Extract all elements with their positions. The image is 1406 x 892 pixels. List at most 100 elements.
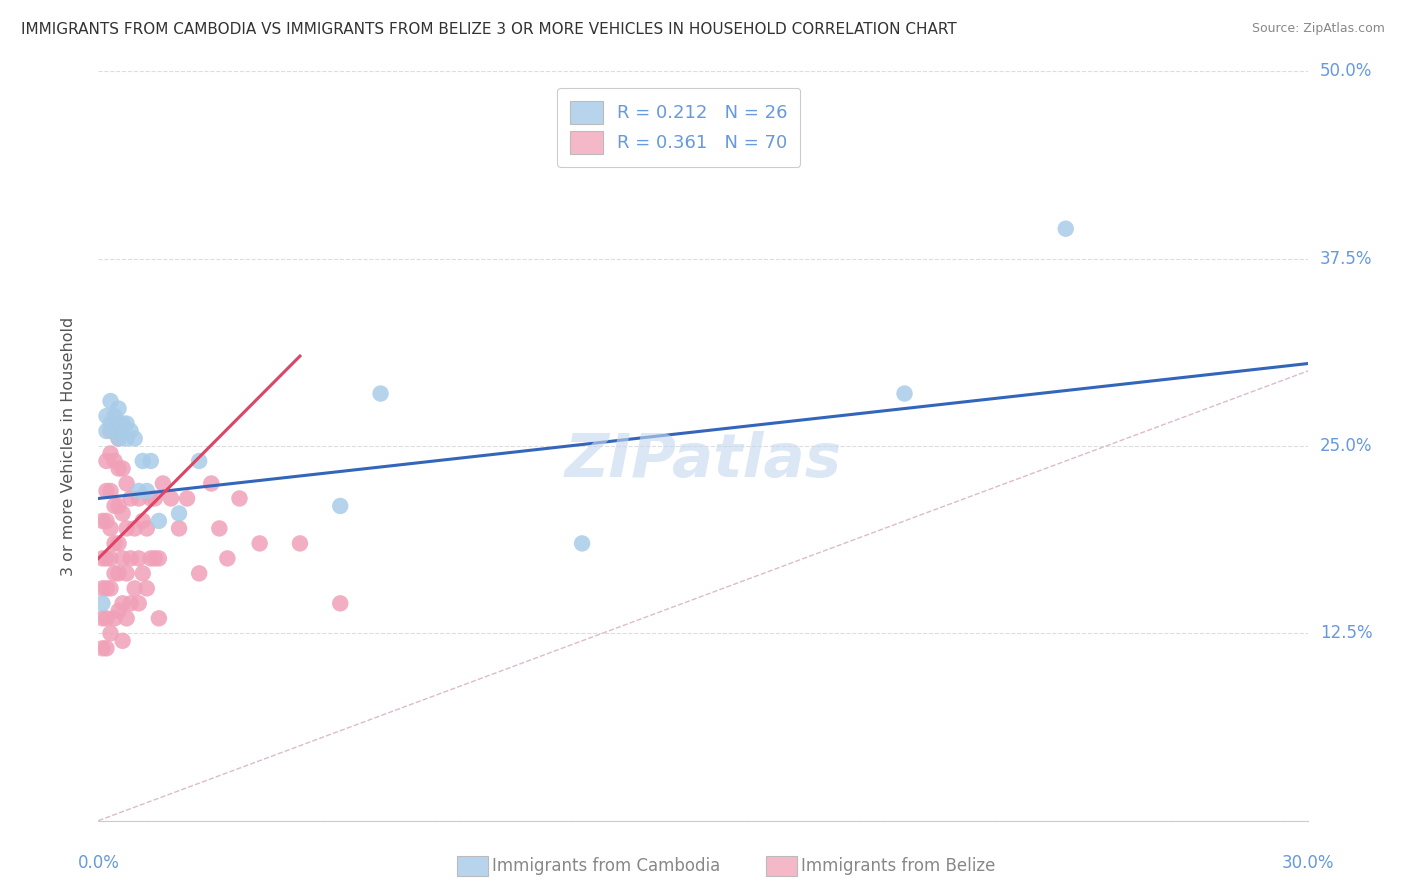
Point: [120, 596, 142, 610]
Text: 0.0%: 0.0%: [77, 854, 120, 871]
Point: [100, 551, 122, 566]
Point: [115, 611, 138, 625]
Point: [103, 566, 125, 581]
Text: Immigrants from Belize: Immigrants from Belize: [801, 857, 995, 875]
Point: [139, 491, 162, 506]
Point: [188, 454, 211, 468]
Point: [107, 401, 129, 416]
Point: [96, 582, 118, 596]
Point: [132, 566, 155, 581]
Point: [111, 417, 134, 431]
Point: [103, 536, 125, 550]
Point: [120, 491, 142, 506]
Text: IMMIGRANTS FROM CAMBODIA VS IMMIGRANTS FROM BELIZE 3 OR MORE VEHICLES IN HOUSEHO: IMMIGRANTS FROM CAMBODIA VS IMMIGRANTS F…: [21, 22, 957, 37]
Point: [91, 582, 114, 596]
Text: 37.5%: 37.5%: [1320, 250, 1372, 268]
Point: [96, 409, 118, 423]
Point: [124, 582, 146, 596]
Text: 25.0%: 25.0%: [1320, 437, 1372, 455]
Text: 30.0%: 30.0%: [1281, 854, 1334, 871]
Point: [124, 432, 146, 446]
Point: [111, 551, 134, 566]
Text: 50.0%: 50.0%: [1320, 62, 1372, 80]
Point: [103, 409, 125, 423]
Point: [120, 551, 142, 566]
Point: [115, 476, 138, 491]
Point: [91, 596, 114, 610]
Point: [115, 566, 138, 581]
Text: 12.5%: 12.5%: [1320, 624, 1372, 642]
Point: [96, 483, 118, 498]
Point: [107, 499, 129, 513]
Point: [100, 626, 122, 640]
Point: [107, 461, 129, 475]
Point: [228, 491, 250, 506]
Point: [370, 386, 392, 401]
Point: [132, 514, 155, 528]
Point: [96, 424, 118, 438]
Point: [139, 551, 162, 566]
Point: [143, 551, 166, 566]
Text: 3 or more Vehicles in Household: 3 or more Vehicles in Household: [60, 317, 76, 575]
Point: [103, 499, 125, 513]
Point: [128, 483, 150, 498]
Point: [115, 432, 138, 446]
Point: [124, 521, 146, 535]
Point: [103, 611, 125, 625]
Point: [160, 491, 183, 506]
Point: [96, 454, 118, 468]
Point: [893, 386, 915, 401]
Point: [128, 491, 150, 506]
Point: [135, 582, 157, 596]
Text: Immigrants from Cambodia: Immigrants from Cambodia: [492, 857, 720, 875]
Point: [217, 551, 239, 566]
Point: [91, 641, 114, 656]
Text: Source: ZipAtlas.com: Source: ZipAtlas.com: [1251, 22, 1385, 36]
Point: [167, 521, 190, 535]
Point: [135, 521, 157, 535]
Point: [148, 611, 170, 625]
Point: [288, 536, 311, 550]
Point: [1054, 221, 1077, 235]
Point: [107, 536, 129, 550]
Point: [329, 596, 352, 610]
Point: [176, 491, 198, 506]
Point: [100, 417, 122, 431]
Point: [100, 394, 122, 409]
Point: [167, 507, 190, 521]
Point: [96, 641, 118, 656]
Point: [128, 596, 150, 610]
Point: [100, 521, 122, 535]
Point: [103, 454, 125, 468]
Point: [107, 604, 129, 618]
Point: [115, 417, 138, 431]
Point: [249, 536, 271, 550]
Point: [111, 633, 134, 648]
Point: [96, 551, 118, 566]
Point: [100, 483, 122, 498]
Point: [208, 521, 231, 535]
Point: [96, 611, 118, 625]
Point: [143, 491, 166, 506]
Point: [148, 551, 170, 566]
Point: [188, 566, 211, 581]
Point: [100, 424, 122, 438]
Point: [107, 432, 129, 446]
Point: [132, 454, 155, 468]
Point: [115, 521, 138, 535]
Point: [128, 551, 150, 566]
Point: [91, 514, 114, 528]
Point: [152, 476, 174, 491]
Point: [91, 611, 114, 625]
Point: [107, 432, 129, 446]
Point: [103, 424, 125, 438]
Point: [200, 476, 222, 491]
Point: [111, 507, 134, 521]
Point: [139, 454, 162, 468]
Text: ZIPatlas: ZIPatlas: [564, 432, 842, 491]
Point: [135, 483, 157, 498]
Point: [107, 566, 129, 581]
Point: [148, 514, 170, 528]
Point: [329, 499, 352, 513]
Point: [111, 596, 134, 610]
